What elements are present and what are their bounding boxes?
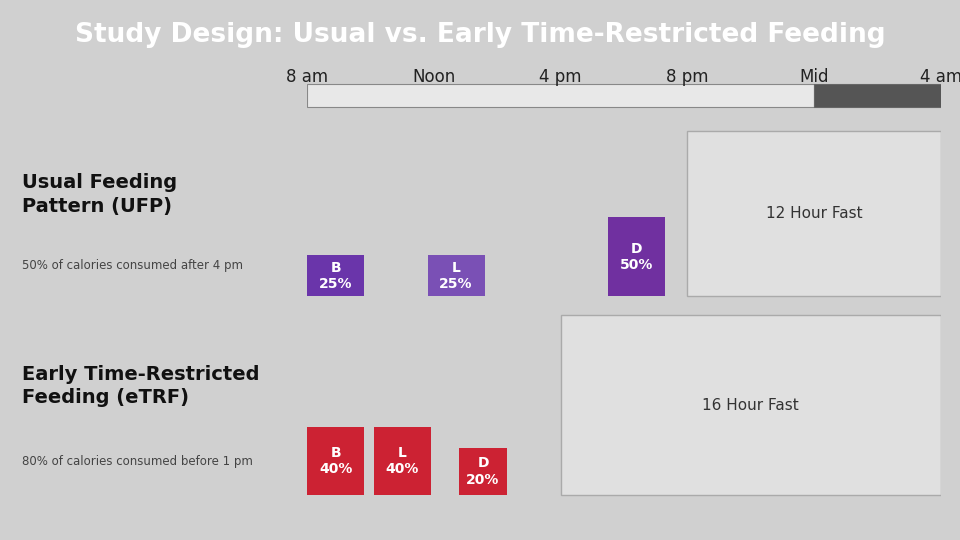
- Text: 4 pm: 4 pm: [540, 68, 582, 86]
- Text: 16 Hour Fast: 16 Hour Fast: [703, 397, 799, 413]
- Text: 8 pm: 8 pm: [666, 68, 708, 86]
- Text: Usual Feeding
Pattern (UFP): Usual Feeding Pattern (UFP): [21, 173, 177, 216]
- Bar: [609, 217, 665, 296]
- Bar: [687, 131, 941, 296]
- Bar: [307, 84, 814, 107]
- Text: D
20%: D 20%: [467, 456, 500, 487]
- Text: Mid: Mid: [800, 68, 828, 86]
- Bar: [814, 84, 941, 107]
- Text: 4 am: 4 am: [920, 68, 960, 86]
- Bar: [561, 315, 941, 495]
- Text: Early Time-Restricted
Feeding (eTRF): Early Time-Restricted Feeding (eTRF): [21, 365, 259, 407]
- Text: 8 am: 8 am: [286, 68, 328, 86]
- Text: 12 Hour Fast: 12 Hour Fast: [766, 206, 862, 221]
- Text: D
50%: D 50%: [620, 241, 654, 272]
- Bar: [427, 255, 485, 296]
- Bar: [307, 427, 364, 495]
- Text: L
25%: L 25%: [440, 261, 473, 291]
- Bar: [307, 255, 364, 296]
- Text: B
25%: B 25%: [319, 261, 352, 291]
- Text: Study Design: Usual vs. Early Time-Restricted Feeding: Study Design: Usual vs. Early Time-Restr…: [75, 22, 885, 48]
- Text: 80% of calories consumed before 1 pm: 80% of calories consumed before 1 pm: [21, 455, 252, 468]
- Text: Noon: Noon: [412, 68, 456, 86]
- Text: L
40%: L 40%: [386, 446, 419, 476]
- Bar: [373, 427, 431, 495]
- Bar: [459, 448, 507, 495]
- Text: B
40%: B 40%: [319, 446, 352, 476]
- Text: 50% of calories consumed after 4 pm: 50% of calories consumed after 4 pm: [21, 259, 243, 272]
